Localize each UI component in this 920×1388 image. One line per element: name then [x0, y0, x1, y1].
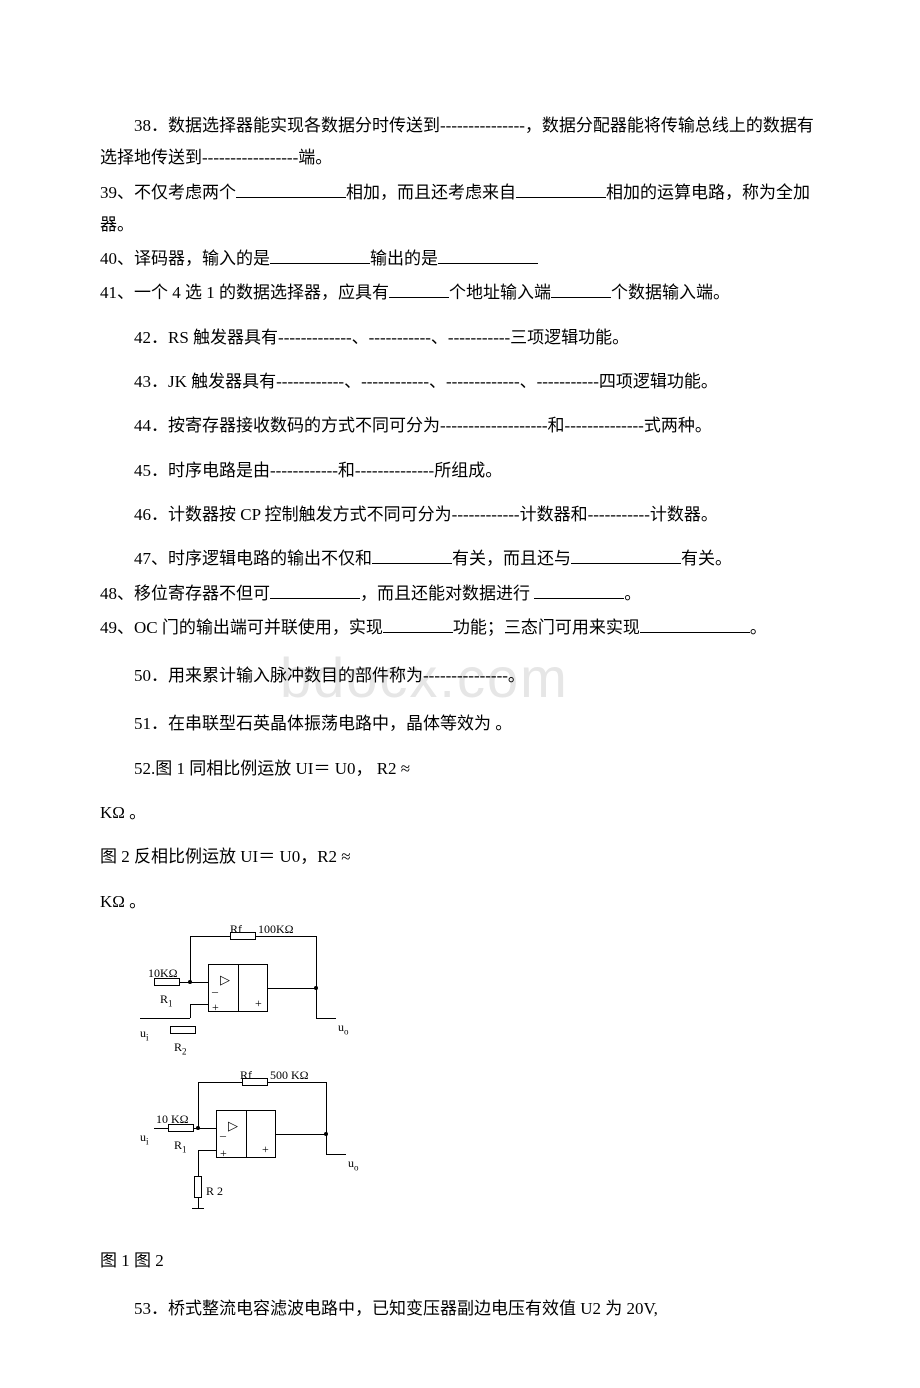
- r2-label: R 2: [206, 1180, 223, 1203]
- circuit-figures: Rf 100KΩ 10KΩ R1 ▷ – + + ui: [140, 926, 820, 1225]
- blank: [640, 616, 750, 633]
- rf-val: 500 KΩ: [270, 1064, 309, 1087]
- page-content: 38．数据选择器能实现各数据分时传送到---------------，数据分配器…: [100, 110, 820, 1326]
- q39: 39、不仅考虑两个相加，而且还考虑来自相加的运算电路，称为全加器。: [100, 177, 820, 242]
- q47: 47、时序逻辑电路的输出不仅和 有关，而且还与 有关。: [100, 543, 820, 575]
- amp-tri-icon: ▷: [220, 968, 230, 993]
- uo-label: uo: [338, 1016, 349, 1040]
- blank: [389, 281, 449, 298]
- ui-label: ui: [140, 1022, 149, 1046]
- q41-b: 个地址输入端: [449, 283, 551, 302]
- q41-a: 41、一个 4 选 1 的数据选择器，应具有: [100, 283, 389, 302]
- plus-out: +: [262, 1138, 269, 1161]
- blank: [270, 582, 360, 599]
- q46: 46．计数器按 CP 控制触发方式不同可分为------------计数器和--…: [100, 499, 820, 531]
- q42: 42．RS 触发器具有-------------、-----------、---…: [100, 322, 820, 354]
- q52-unit: KΩ 。: [100, 797, 820, 829]
- q52b-unit: KΩ 。: [100, 886, 820, 918]
- rf-val: 100KΩ: [258, 918, 294, 941]
- q47-a: 47、时序逻辑电路的输出不仅和: [134, 549, 372, 568]
- uo-label: uo: [348, 1152, 359, 1176]
- ui-label: ui: [140, 1126, 149, 1150]
- q48-a: 48、移位寄存器不但可: [100, 584, 270, 603]
- plus-out: +: [255, 992, 262, 1015]
- blank: [571, 547, 681, 564]
- q38: 38．数据选择器能实现各数据分时传送到---------------，数据分配器…: [100, 110, 820, 175]
- plus: +: [220, 1142, 227, 1165]
- q51: 51．在串联型石英晶体振荡电路中，晶体等效为 。: [100, 708, 820, 740]
- rf-label: Rf: [240, 1064, 252, 1087]
- r1-label: R1: [174, 1134, 187, 1158]
- rf-label: Rf: [230, 918, 242, 941]
- blank: [438, 247, 538, 264]
- q43: 43．JK 触发器具有------------、------------、---…: [100, 366, 820, 398]
- figure-caption: 图 1 图 2: [100, 1245, 820, 1277]
- q40: 40、译码器，输入的是 输出的是: [100, 243, 820, 275]
- q53: 53．桥式整流电容滤波电路中，已知变压器副边电压有效值 U2 为 20V,: [100, 1293, 820, 1325]
- q44: 44．按寄存器接收数码的方式不同可分为-------------------和-…: [100, 410, 820, 442]
- amp-tri-icon: ▷: [228, 1114, 238, 1139]
- q49-b: 功能；三态门可用来实现: [453, 618, 640, 637]
- q48: 48、移位寄存器不但可 ，而且还能对数据进行 。: [100, 578, 820, 610]
- blank: [551, 281, 611, 298]
- q39-b: 相加，而且还考虑来自: [346, 183, 516, 202]
- q39-a: 39、不仅考虑两个: [100, 183, 236, 202]
- r2-label: R2: [174, 1036, 187, 1060]
- q41: 41、一个 4 选 1 的数据选择器，应具有 个地址输入端 个数据输入端。: [100, 277, 820, 309]
- blank: [236, 181, 346, 198]
- q48-c: 。: [624, 584, 641, 603]
- q45: 45．时序电路是由------------和--------------所组成。: [100, 455, 820, 487]
- blank: [372, 547, 452, 564]
- circuit-1: Rf 100KΩ 10KΩ R1 ▷ – + + ui: [140, 926, 360, 1066]
- q49-a: 49、OC 门的输出端可并联使用，实现: [100, 618, 383, 637]
- q48-b: ，而且还能对数据进行: [360, 584, 530, 603]
- r1-label: R1: [160, 988, 173, 1012]
- blank: [516, 181, 606, 198]
- q49: 49、OC 门的输出端可并联使用，实现 功能；三态门可用来实现 。: [100, 612, 820, 644]
- q40-a: 40、译码器，输入的是: [100, 249, 270, 268]
- q47-b: 有关，而且还与: [452, 549, 571, 568]
- q40-b: 输出的是: [370, 249, 438, 268]
- plus: +: [212, 996, 219, 1019]
- q49-c: 。: [750, 618, 767, 637]
- q41-c: 个数据输入端。: [611, 283, 730, 302]
- blank: [534, 582, 624, 599]
- blank: [383, 616, 453, 633]
- blank: [270, 247, 370, 264]
- q47-c: 有关。: [681, 549, 732, 568]
- q52b: 图 2 反相比例运放 UI＝ U0，R2 ≈: [100, 841, 820, 873]
- q52: 52.图 1 同相比例运放 UI＝ U0， R2 ≈: [100, 753, 820, 785]
- q50: 50．用来累计输入脉冲数目的部件称为---------------。: [100, 660, 820, 692]
- circuit-2: Rf 500 KΩ ui 10 KΩ R1 ▷ – + + R 2: [140, 1070, 360, 1225]
